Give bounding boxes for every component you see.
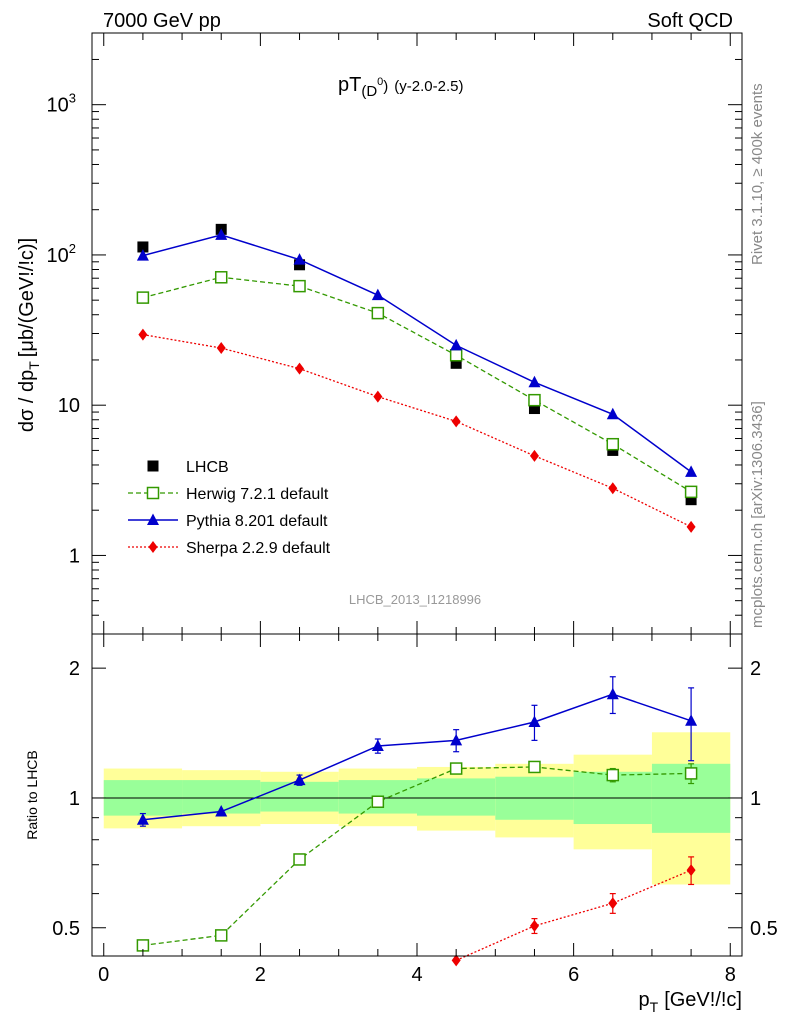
main-line-pythia: [142, 234, 692, 473]
ratio-point-herwig-6: [606, 768, 620, 782]
ratio-panel-series: [136, 676, 698, 967]
main-line-herwig: [142, 276, 692, 493]
main-point-pythia-4: [450, 338, 463, 351]
ratio-point-sherpa-7: [686, 864, 696, 877]
main-point-sherpa-2: [295, 362, 305, 375]
main-point-data-4: [450, 357, 462, 369]
ratio-point-pythia-7: [685, 714, 698, 726]
main-point-herwig-6: [606, 437, 620, 451]
ratio-ytick-label-right-1: 1: [750, 788, 761, 810]
main-point-data-7: [685, 494, 697, 506]
ratio-point-herwig-2: [293, 853, 306, 866]
legend-label-pythia: Pythia 8.201 default: [186, 513, 328, 530]
header-left: 7000 GeV pp: [103, 10, 221, 32]
plot-title: pT(D0) (y-2.0-2.5): [338, 74, 463, 100]
ratio-line-pythia: [142, 693, 692, 821]
ratio-y-axis-label: Ratio to LHCB: [24, 750, 40, 839]
ratio-point-sherpa-4: [451, 954, 461, 967]
x-tick-label-3: 6: [568, 964, 579, 986]
ratio-point-pythia-2: [293, 773, 306, 786]
legend: LHCB Herwig 7.2.1 default Pythia 8.201 def…: [128, 459, 331, 557]
ratio-ytick-label-left-2: 2: [69, 658, 80, 680]
ratio-point-herwig-5: [528, 760, 541, 774]
main-point-herwig-5: [528, 393, 541, 407]
main-y-axis-label: dσ / dpT[μb/(GeV!/!c)]: [16, 238, 42, 432]
main-point-sherpa-6: [608, 482, 618, 495]
header-right: Soft QCD: [647, 10, 733, 32]
mcplots-label: mcplots.cern.ch [arXiv:1306.3436]: [749, 401, 766, 628]
axis-ticks: 0 2 4 6 8 1 10 102 103 0.5 0.5 1 1 2 2: [47, 32, 778, 986]
legend-marker-pythia: [147, 513, 159, 525]
main-point-herwig-4: [449, 348, 463, 362]
uncertainty-bands: [103, 732, 731, 885]
legend-marker-sherpa: [148, 541, 158, 553]
main-point-herwig-0: [136, 291, 150, 304]
ratio-point-pythia-4: [450, 733, 463, 746]
ratio-point-sherpa-6: [608, 897, 618, 910]
main-point-pythia-5: [528, 375, 541, 388]
ratio-ytick-label-left-1: 1: [69, 788, 80, 810]
ratio-line-sherpa: [455, 869, 692, 962]
main-point-pythia-1: [215, 228, 228, 240]
x-tick-label-0: 0: [98, 964, 109, 986]
main-point-pythia-3: [371, 288, 384, 301]
legend-label-herwig: Herwig 7.2.1 default: [186, 486, 329, 503]
ratio-point-herwig-7: [684, 767, 698, 780]
main-ytick-label-0: 1: [69, 545, 80, 567]
main-point-sherpa-0: [138, 328, 148, 341]
main-point-sherpa-4: [451, 415, 461, 428]
x-axis-label: pT [GeV!/!c]: [639, 989, 743, 1015]
main-point-pythia-0: [136, 249, 149, 261]
main-point-data-2: [294, 259, 306, 271]
main-point-herwig-7: [684, 485, 698, 499]
band-inner-4: [417, 778, 496, 816]
ratio-line-herwig: [142, 766, 692, 947]
main-point-herwig-1: [214, 271, 228, 284]
main-point-pythia-2: [293, 253, 306, 265]
band-inner-2: [260, 781, 339, 812]
main-point-data-5: [528, 403, 540, 415]
ratio-point-herwig-3: [371, 795, 385, 808]
main-ytick-label-3: 103: [47, 91, 76, 117]
ratio-point-pythia-0: [136, 813, 149, 825]
ratio-point-sherpa-5: [529, 919, 539, 932]
ratio-point-herwig-1: [214, 929, 228, 942]
main-point-pythia-7: [685, 465, 698, 477]
legend-marker-data: [147, 460, 159, 472]
main-point-sherpa-7: [686, 520, 696, 533]
main-point-sherpa-3: [373, 390, 383, 403]
legend-label-sherpa: Sherpa 2.2.9 default: [186, 540, 331, 557]
ratio-point-herwig-4: [449, 762, 463, 775]
main-point-data-0: [137, 241, 149, 253]
legend-marker-herwig: [146, 486, 160, 500]
ratio-ytick-label-right-0: 0.5: [750, 918, 778, 940]
ratio-point-pythia-3: [371, 739, 384, 751]
main-panel-series: [136, 223, 698, 533]
ratio-point-pythia-1: [215, 805, 228, 817]
main-point-sherpa-5: [529, 449, 539, 462]
ratio-point-pythia-6: [606, 687, 619, 700]
ratio-ytick-label-left-0: 0.5: [52, 918, 80, 940]
rivet-label: Rivet 3.1.10, ≥ 400k events: [749, 83, 766, 265]
main-ytick-label-2: 102: [47, 241, 76, 267]
ratio-ytick-label-right-2: 2: [750, 658, 761, 680]
x-tick-label-2: 4: [411, 964, 422, 986]
main-point-pythia-6: [606, 407, 619, 420]
legend-label-data: LHCB: [186, 459, 229, 476]
x-tick-label-4: 8: [725, 964, 736, 986]
main-point-herwig-3: [371, 306, 385, 320]
main-point-sherpa-1: [216, 342, 226, 355]
main-line-sherpa: [142, 333, 692, 528]
x-tick-label-1: 2: [255, 964, 266, 986]
main-ytick-label-1: 10: [58, 395, 80, 417]
analysis-label: LHCB_2013_I1218996: [349, 592, 481, 607]
main-point-herwig-2: [293, 279, 306, 293]
ratio-point-pythia-5: [528, 715, 541, 728]
